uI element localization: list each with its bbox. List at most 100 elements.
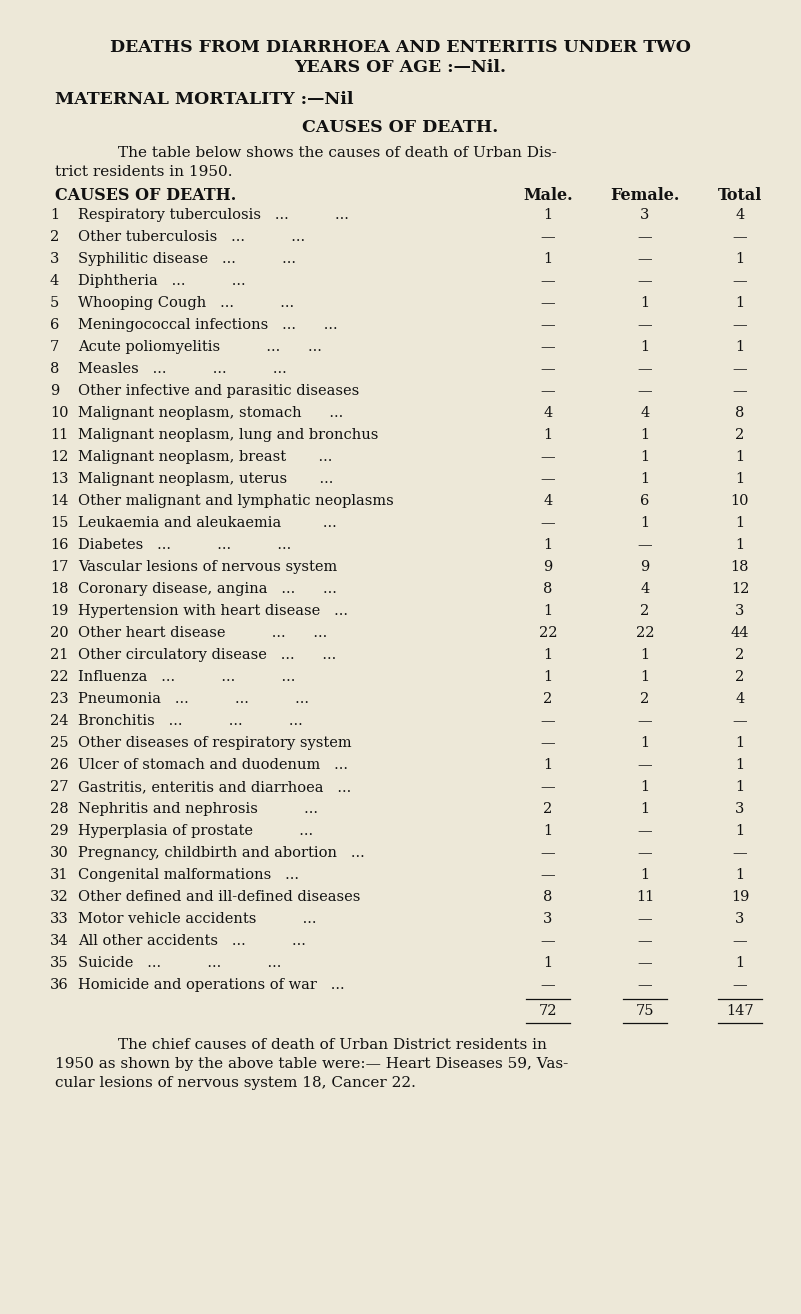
- Text: Suicide   ...          ...          ...: Suicide ... ... ...: [78, 957, 281, 970]
- Text: Whooping Cough   ...          ...: Whooping Cough ... ...: [78, 296, 294, 310]
- Text: 32: 32: [50, 890, 69, 904]
- Text: Female.: Female.: [610, 188, 680, 205]
- Text: Other diseases of respiratory system: Other diseases of respiratory system: [78, 736, 352, 750]
- Text: —: —: [638, 824, 652, 838]
- Text: Other circulatory disease   ...      ...: Other circulatory disease ... ...: [78, 648, 336, 662]
- Text: 1: 1: [735, 516, 745, 530]
- Text: 1: 1: [735, 869, 745, 882]
- Text: Diabetes   ...          ...          ...: Diabetes ... ... ...: [78, 537, 292, 552]
- Text: 1: 1: [543, 648, 553, 662]
- Text: 12: 12: [731, 582, 749, 597]
- Text: 14: 14: [50, 494, 68, 509]
- Text: 1: 1: [735, 472, 745, 486]
- Text: 1: 1: [543, 670, 553, 685]
- Text: 1: 1: [641, 736, 650, 750]
- Text: 1: 1: [641, 670, 650, 685]
- Text: —: —: [733, 361, 747, 376]
- Text: —: —: [733, 230, 747, 244]
- Text: 13: 13: [50, 472, 69, 486]
- Text: 31: 31: [50, 869, 69, 882]
- Text: trict residents in 1950.: trict residents in 1950.: [55, 166, 232, 179]
- Text: 5: 5: [50, 296, 59, 310]
- Text: Diphtheria   ...          ...: Diphtheria ... ...: [78, 275, 246, 288]
- Text: —: —: [541, 275, 555, 288]
- Text: 44: 44: [731, 625, 749, 640]
- Text: 3: 3: [50, 252, 59, 265]
- Text: —: —: [541, 472, 555, 486]
- Text: Gastritis, enteritis and diarrhoea   ...: Gastritis, enteritis and diarrhoea ...: [78, 781, 352, 794]
- Text: 8: 8: [50, 361, 59, 376]
- Text: 10: 10: [731, 494, 749, 509]
- Text: —: —: [638, 758, 652, 773]
- Text: Other defined and ill-defined diseases: Other defined and ill-defined diseases: [78, 890, 360, 904]
- Text: All other accidents   ...          ...: All other accidents ... ...: [78, 934, 306, 947]
- Text: —: —: [541, 846, 555, 859]
- Text: 1: 1: [641, 472, 650, 486]
- Text: —: —: [541, 516, 555, 530]
- Text: 75: 75: [636, 1004, 654, 1018]
- Text: 1: 1: [735, 537, 745, 552]
- Text: Syphilitic disease   ...          ...: Syphilitic disease ... ...: [78, 252, 296, 265]
- Text: 1: 1: [735, 449, 745, 464]
- Text: 1: 1: [641, 802, 650, 816]
- Text: 1: 1: [641, 781, 650, 794]
- Text: 1: 1: [735, 252, 745, 265]
- Text: —: —: [541, 449, 555, 464]
- Text: Male.: Male.: [523, 188, 573, 205]
- Text: 1: 1: [735, 758, 745, 773]
- Text: 2: 2: [640, 604, 650, 618]
- Text: 20: 20: [50, 625, 69, 640]
- Text: Malignant neoplasm, uterus       ...: Malignant neoplasm, uterus ...: [78, 472, 333, 486]
- Text: 7: 7: [50, 340, 59, 353]
- Text: 1: 1: [735, 296, 745, 310]
- Text: 4: 4: [640, 406, 650, 420]
- Text: —: —: [541, 230, 555, 244]
- Text: 2: 2: [543, 692, 553, 706]
- Text: —: —: [541, 978, 555, 992]
- Text: 2: 2: [735, 648, 745, 662]
- Text: —: —: [638, 912, 652, 926]
- Text: 2: 2: [735, 428, 745, 442]
- Text: 1: 1: [641, 449, 650, 464]
- Text: 34: 34: [50, 934, 69, 947]
- Text: 33: 33: [50, 912, 69, 926]
- Text: —: —: [638, 230, 652, 244]
- Text: 10: 10: [50, 406, 69, 420]
- Text: 1: 1: [543, 252, 553, 265]
- Text: 18: 18: [731, 560, 749, 574]
- Text: 19: 19: [731, 890, 749, 904]
- Text: 2: 2: [640, 692, 650, 706]
- Text: 24: 24: [50, 714, 69, 728]
- Text: 17: 17: [50, 560, 68, 574]
- Text: 147: 147: [727, 1004, 754, 1018]
- Text: —: —: [638, 275, 652, 288]
- Text: Coronary disease, angina   ...      ...: Coronary disease, angina ... ...: [78, 582, 337, 597]
- Text: —: —: [733, 978, 747, 992]
- Text: 3: 3: [735, 802, 745, 816]
- Text: —: —: [733, 384, 747, 398]
- Text: 30: 30: [50, 846, 69, 859]
- Text: Meningococcal infections   ...      ...: Meningococcal infections ... ...: [78, 318, 338, 332]
- Text: —: —: [638, 846, 652, 859]
- Text: 4: 4: [543, 406, 553, 420]
- Text: Motor vehicle accidents          ...: Motor vehicle accidents ...: [78, 912, 316, 926]
- Text: 35: 35: [50, 957, 69, 970]
- Text: —: —: [541, 736, 555, 750]
- Text: —: —: [733, 318, 747, 332]
- Text: —: —: [638, 957, 652, 970]
- Text: 1: 1: [735, 957, 745, 970]
- Text: 23: 23: [50, 692, 69, 706]
- Text: 1: 1: [641, 869, 650, 882]
- Text: MATERNAL MORTALITY :—Nil: MATERNAL MORTALITY :—Nil: [55, 92, 353, 109]
- Text: 8: 8: [543, 582, 553, 597]
- Text: Pneumonia   ...          ...          ...: Pneumonia ... ... ...: [78, 692, 309, 706]
- Text: 1: 1: [543, 604, 553, 618]
- Text: 3: 3: [735, 912, 745, 926]
- Text: 29: 29: [50, 824, 69, 838]
- Text: 1: 1: [543, 208, 553, 222]
- Text: YEARS OF AGE :—Nil.: YEARS OF AGE :—Nil.: [294, 59, 506, 76]
- Text: 12: 12: [50, 449, 68, 464]
- Text: 22: 22: [636, 625, 654, 640]
- Text: Vascular lesions of nervous system: Vascular lesions of nervous system: [78, 560, 337, 574]
- Text: —: —: [733, 846, 747, 859]
